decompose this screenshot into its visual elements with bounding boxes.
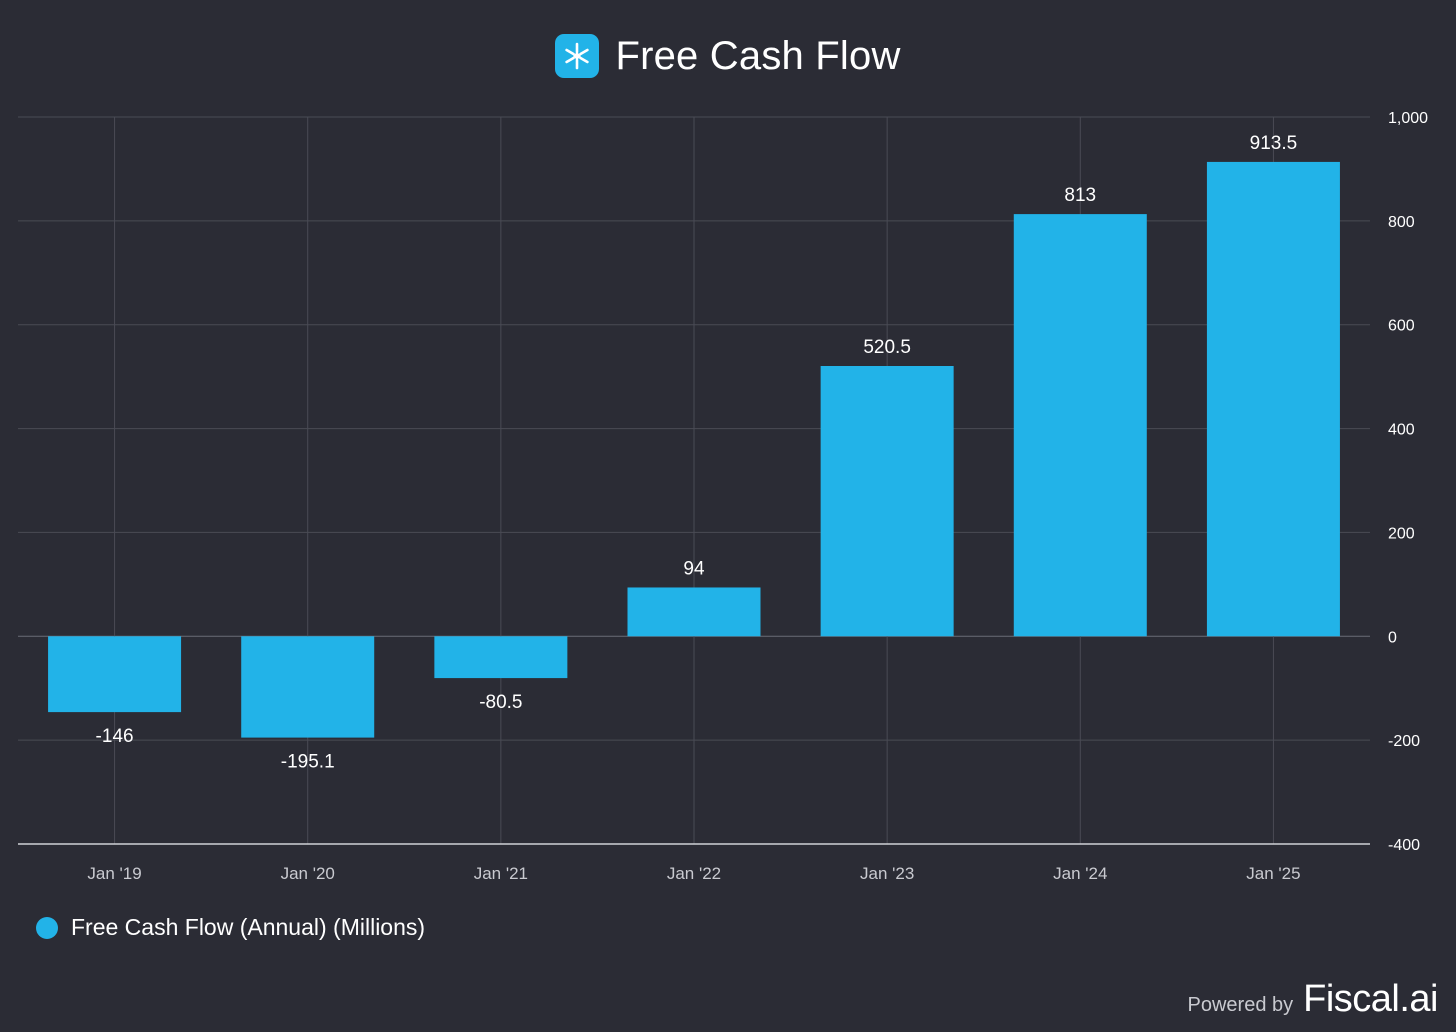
x-tick-label: Jan '21 (474, 864, 528, 883)
footer-attribution[interactable]: Powered by Fiscal.ai (1188, 978, 1439, 1021)
y-tick-label: -200 (1388, 733, 1420, 750)
x-tick-label: Jan '20 (281, 864, 335, 883)
bar[interactable] (627, 587, 761, 637)
bar-value-label: 94 (683, 558, 705, 579)
powered-by-text: Powered by (1187, 994, 1294, 1016)
y-tick-label: 600 (1388, 318, 1415, 335)
bar[interactable] (1013, 214, 1147, 637)
chart-title: Free Cash Flow (615, 33, 901, 78)
bar[interactable] (48, 636, 182, 713)
bar[interactable] (241, 636, 375, 738)
chart-header: Free Cash Flow (0, 28, 1456, 84)
x-tick-label: Jan '22 (667, 864, 721, 883)
bar-value-label: 520.5 (863, 337, 911, 358)
bar-series (48, 161, 1340, 738)
bar-value-label: -195.1 (281, 752, 335, 773)
bar[interactable] (1206, 161, 1340, 637)
y-tick-label: 400 (1388, 422, 1415, 439)
bar-value-label: -146 (96, 726, 134, 747)
data-labels: -146 -195.1 -80.5 94 520.5 813 913.5 (96, 133, 1298, 773)
bar[interactable] (434, 636, 568, 679)
legend-swatch (36, 916, 58, 939)
bar-value-label: 913.5 (1250, 133, 1298, 154)
y-tick-label: 200 (1388, 525, 1415, 542)
y-tick-label: 0 (1388, 629, 1397, 646)
brand-logo: Fiscal.ai (1303, 978, 1438, 1020)
legend-label: Free Cash Flow (Annual) (Millions) (71, 914, 426, 940)
snowflake-icon (555, 34, 600, 78)
x-tick-label: Jan '23 (860, 864, 914, 883)
bar-chart: -146 -195.1 -80.5 94 520.5 813 913.5 1,000 800 6… (18, 110, 1428, 883)
x-tick-label: Jan '24 (1053, 864, 1107, 883)
y-tick-label: 1,000 (1388, 110, 1428, 127)
chart-legend[interactable]: Free Cash Flow (Annual) (Millions) (36, 914, 425, 941)
axes: 1,000 800 600 400 200 0 -200 -400 Jan '19 Jan '20… (18, 110, 1428, 883)
gridlines (18, 116, 1370, 844)
y-tick-label: -400 (1388, 837, 1420, 854)
x-tick-label: Jan '25 (1246, 864, 1300, 883)
bar-value-label: -80.5 (479, 692, 522, 713)
y-tick-label: 800 (1388, 214, 1415, 231)
bar[interactable] (820, 365, 954, 637)
bar-value-label: 813 (1064, 185, 1096, 206)
x-tick-label: Jan '19 (87, 864, 141, 883)
